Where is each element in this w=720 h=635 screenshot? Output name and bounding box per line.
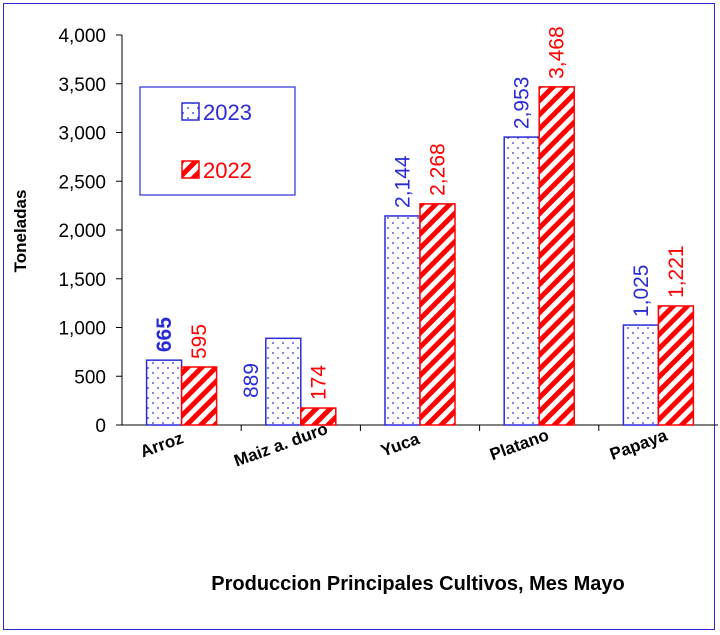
y-tick-label: 0 — [95, 416, 106, 437]
y-tick-label: 3,000 — [58, 124, 106, 145]
data-label-2023: 2,144 — [392, 155, 415, 208]
bar-2022 — [657, 305, 695, 426]
data-label-2022: 1,221 — [665, 245, 688, 298]
chart-title: Produccion Principales Cultivos, Mes May… — [211, 573, 624, 595]
x-tick-label: Arroz — [138, 428, 186, 461]
bar-2023 — [622, 324, 660, 426]
data-label-2022: 174 — [307, 365, 330, 400]
y-tick-label: 2,000 — [58, 221, 106, 242]
legend: 2023 2022 — [139, 86, 296, 196]
y-tick-label: 1,000 — [58, 319, 106, 340]
y-tick-label: 1,500 — [58, 270, 106, 291]
data-label-2023: 1,025 — [630, 265, 653, 318]
bar-2023 — [503, 136, 540, 426]
labels-layer: 665 889 2,144 2,953 1,025 595 174 2,268 3,468 1,2… — [153, 26, 688, 400]
data-label-2022: 3,468 — [546, 26, 569, 79]
bar-2022 — [180, 366, 218, 426]
bar-2023 — [145, 359, 183, 426]
data-label-2023: 2,953 — [511, 77, 534, 130]
y-tick-label: 2,500 — [58, 172, 106, 193]
bar-2022 — [538, 86, 575, 426]
legend-swatch-2022 — [181, 160, 200, 179]
legend-swatch-2023 — [181, 102, 200, 121]
bar-2022 — [300, 407, 337, 426]
y-axis-title: Toneladas — [11, 190, 30, 273]
x-tick-label: Platano — [487, 425, 551, 464]
x-tick-label: Maiz a. duro — [232, 419, 331, 470]
bar-2022 — [419, 203, 456, 426]
data-label-2023: 665 — [153, 317, 176, 352]
legend-label-2023: 2023 — [203, 100, 252, 125]
data-label-2023: 889 — [240, 363, 263, 398]
x-tick-label: Papaya — [607, 426, 670, 464]
data-label-2022: 595 — [188, 324, 211, 359]
x-tick-label: Yuca — [378, 429, 422, 461]
bars-layer — [145, 86, 695, 426]
data-label-2022: 2,268 — [427, 143, 450, 196]
y-tick-label: 3,500 — [58, 75, 106, 96]
y-tick-label: 4,000 — [58, 26, 106, 47]
bar-2023 — [384, 215, 421, 426]
bar-2023 — [265, 337, 302, 426]
legend-label-2022: 2022 — [203, 158, 252, 183]
y-tick-label: 500 — [74, 367, 106, 388]
legend-box — [139, 86, 296, 196]
